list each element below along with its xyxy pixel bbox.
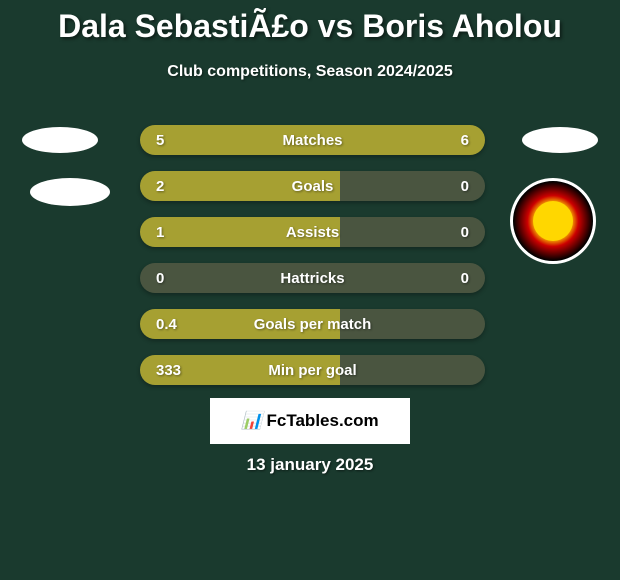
club-badge-inner [533,201,573,241]
stat-row-hattricks: 0 Hattricks 0 [140,263,485,293]
stat-label: Goals per match [254,316,372,333]
page-title: Dala SebastiÃ£o vs Boris Aholou [0,0,620,45]
date-text: 13 january 2025 [247,455,374,475]
stat-value-right: 0 [461,224,469,241]
fctables-logo[interactable]: 📊 FcTables.com [210,398,410,444]
stats-container: 5 Matches 6 2 Goals 0 1 Assists 0 0 Hatt… [140,125,485,401]
stat-value-left: 333 [156,362,196,379]
stat-value-right: 6 [461,132,469,149]
logo-text: FcTables.com [267,411,379,431]
player2-club-badge [510,178,596,264]
page-subtitle: Club competitions, Season 2024/2025 [0,63,620,81]
chart-icon: 📊 [241,411,262,431]
player2-badge-1 [522,127,598,153]
stat-label: Hattricks [280,270,344,287]
stat-row-matches: 5 Matches 6 [140,125,485,155]
stat-value-left: 2 [156,178,196,195]
stat-label: Matches [282,132,342,149]
stat-label: Goals [292,178,334,195]
stat-row-goals-per-match: 0.4 Goals per match [140,309,485,339]
player1-badge-1 [22,127,98,153]
stat-label: Assists [286,224,339,241]
stat-value-right: 0 [461,178,469,195]
stat-value-left: 0.4 [156,316,196,333]
stat-label: Min per goal [268,362,356,379]
stat-row-min-per-goal: 333 Min per goal [140,355,485,385]
stat-row-assists: 1 Assists 0 [140,217,485,247]
stat-value-right: 0 [461,270,469,287]
stat-value-left: 0 [156,270,196,287]
stat-value-left: 5 [156,132,196,149]
player1-badge-2 [30,178,110,206]
stat-row-goals: 2 Goals 0 [140,171,485,201]
stat-value-left: 1 [156,224,196,241]
